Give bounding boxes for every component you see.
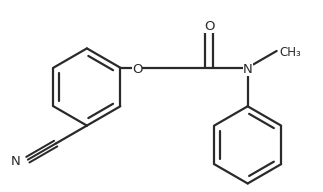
Text: O: O — [132, 63, 142, 76]
Text: CH₃: CH₃ — [279, 46, 301, 59]
Text: N: N — [11, 155, 21, 168]
Text: N: N — [243, 63, 253, 76]
Text: O: O — [204, 20, 214, 33]
